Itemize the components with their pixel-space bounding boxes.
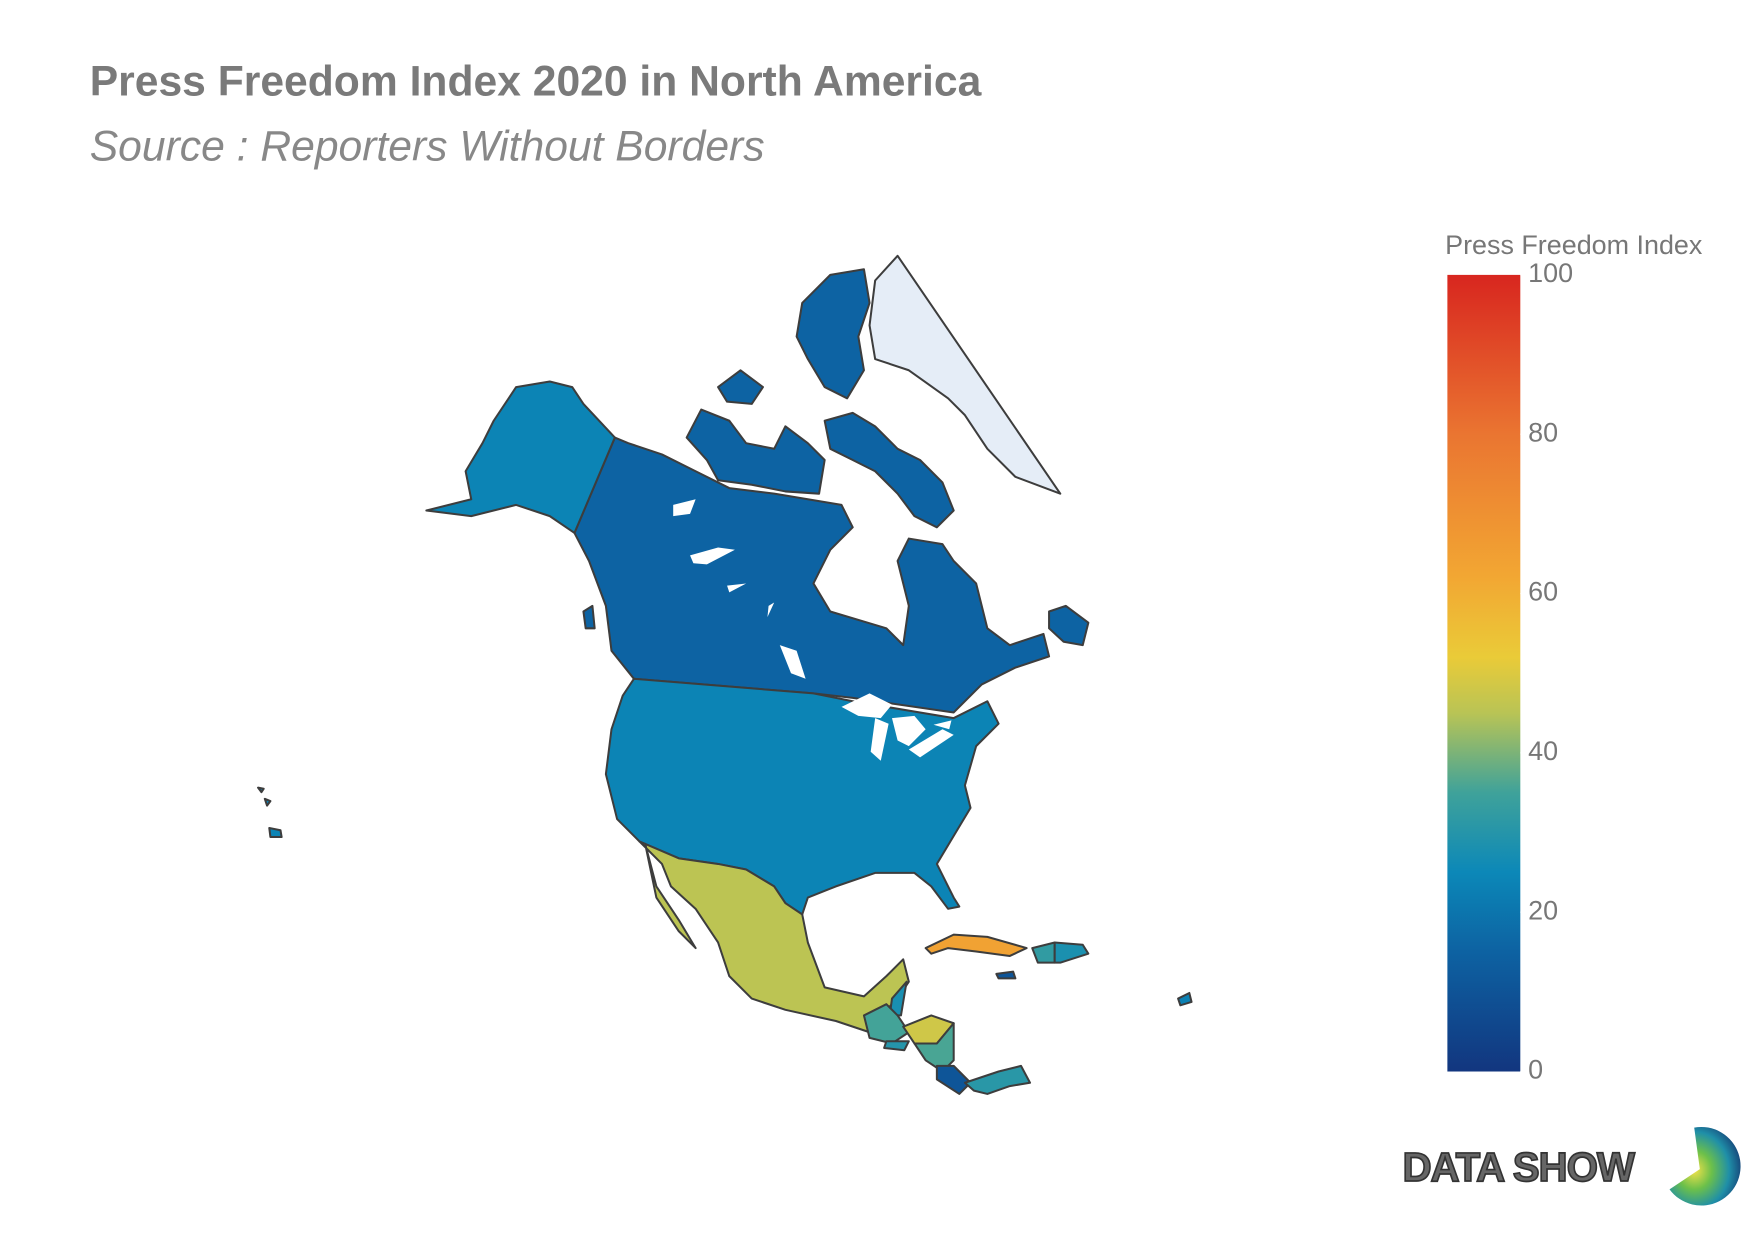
map: [257, 254, 1193, 1095]
colorbar-tick-label: 20: [1528, 895, 1558, 925]
country: [913, 1022, 955, 1073]
country: [573, 268, 1090, 714]
country: [868, 254, 1062, 495]
colorbar-tick-label: 40: [1528, 736, 1558, 766]
colorbar-title: Press Freedom Index: [1445, 230, 1703, 260]
country: [935, 1064, 972, 1095]
logo-text: DATA SHOW: [1403, 1144, 1636, 1190]
logo-icon: [1669, 1126, 1741, 1206]
colorbar-tick-label: 100: [1528, 258, 1573, 288]
chart-title: Press Freedom Index 2020 in North Americ…: [90, 57, 982, 105]
colorbar-tick-label: 80: [1528, 417, 1558, 447]
country: [257, 380, 1000, 916]
country: [995, 970, 1017, 980]
chart-subtitle: Source : Reporters Without Borders: [90, 122, 765, 170]
colorbar-ticks: 0 20 40 60 80 100: [1520, 258, 1573, 1085]
colorbar-tick-label: 0: [1528, 1055, 1543, 1085]
country: [1053, 941, 1090, 964]
country: [883, 1040, 910, 1052]
colorbar: [1447, 274, 1521, 1072]
colorbar-tick-label: 60: [1528, 577, 1558, 607]
lakes: [673, 499, 954, 761]
country: [1177, 991, 1193, 1007]
logo: DATA SHOW: [1402, 1126, 1741, 1206]
country: [638, 840, 910, 1034]
country: [924, 933, 1028, 957]
country: [963, 1064, 1032, 1095]
canvas: Press Freedom Index 2020 in North Americ…: [90, 57, 1741, 1206]
country: [1031, 941, 1056, 964]
